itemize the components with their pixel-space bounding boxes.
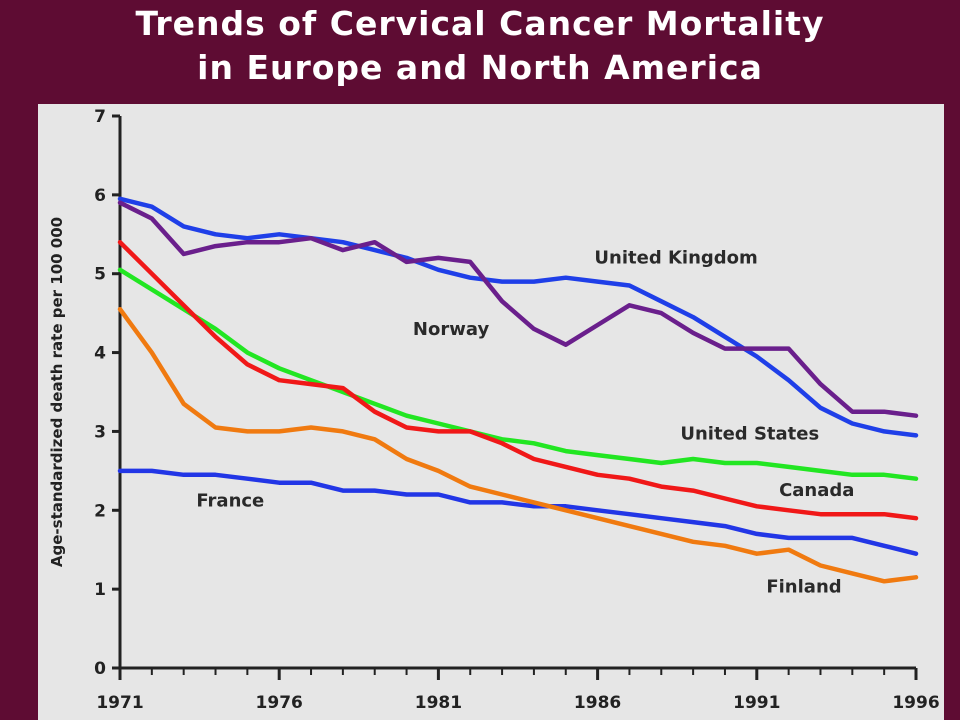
x-tick-label: 1976 bbox=[256, 693, 303, 713]
series-line-canada bbox=[117, 239, 919, 521]
y-tick-label: 1 bbox=[94, 580, 106, 600]
y-tick-label: 2 bbox=[94, 501, 106, 521]
series-label-united-states: United States bbox=[680, 423, 819, 444]
x-tick-label: 1986 bbox=[574, 693, 621, 713]
y-axis-label: Age-standardized death rate per 100 000 bbox=[48, 217, 66, 567]
y-tick-label: 0 bbox=[94, 659, 106, 679]
x-tick-label: 1971 bbox=[96, 693, 143, 713]
series-label-canada: Canada bbox=[779, 480, 854, 501]
series-label-france: France bbox=[196, 490, 264, 511]
x-tick-label: 1996 bbox=[892, 693, 939, 713]
slide-title-line-1: Trends of Cervical Cancer Mortality bbox=[135, 4, 825, 43]
series-line-france bbox=[117, 468, 919, 556]
line-chart: 0 1 2 3 4 5 6 7 1971 1976 1981 1986 1991 1996 Age-stan… bbox=[48, 107, 940, 713]
series-line-united-kingdom bbox=[117, 196, 919, 438]
series-label-finland: Finland bbox=[766, 576, 841, 597]
y-tick-label: 4 bbox=[94, 344, 106, 364]
y-tick-label: 5 bbox=[94, 265, 106, 285]
series-line-finland bbox=[117, 306, 919, 584]
x-tick-label: 1981 bbox=[415, 693, 462, 713]
series-line-united-states bbox=[117, 267, 919, 481]
y-tick-label: 3 bbox=[94, 422, 106, 442]
series-label-united-kingdom: United Kingdom bbox=[594, 247, 757, 268]
x-tick-label: 1991 bbox=[733, 693, 780, 713]
slide-title-line-2: in Europe and North America bbox=[197, 48, 763, 87]
series-line-norway bbox=[117, 200, 919, 418]
slide-title: Trends of Cervical Cancer Mortality in E… bbox=[0, 2, 960, 90]
series-label-norway: Norway bbox=[413, 319, 490, 340]
chart-panel: 0 1 2 3 4 5 6 7 1971 1976 1981 1986 1991 1996 Age-stan… bbox=[38, 104, 944, 720]
y-tick-label: 6 bbox=[94, 186, 106, 206]
y-tick-label: 7 bbox=[94, 107, 106, 127]
